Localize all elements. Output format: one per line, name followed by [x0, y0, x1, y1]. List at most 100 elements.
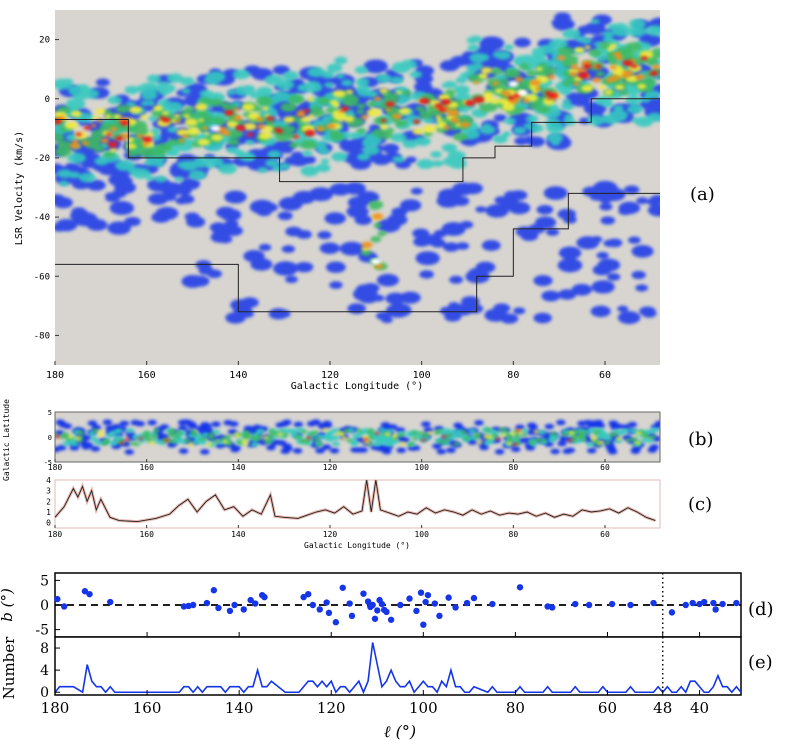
scatter-point — [316, 606, 323, 613]
heatmap-blob — [206, 71, 226, 83]
heatmap-blob — [469, 35, 482, 43]
heatmap-blob — [396, 99, 406, 105]
heatmap-blob — [343, 94, 360, 104]
heatmap-blob — [385, 303, 411, 318]
heatmap-blob — [135, 421, 145, 427]
heatmap-blob — [628, 18, 647, 29]
heatmap-blob — [265, 159, 279, 168]
heatmap-blob — [501, 427, 509, 432]
heatmap-blob — [55, 419, 66, 425]
scatter-point — [387, 616, 395, 623]
heatmap-blob — [507, 95, 515, 101]
x-tick-label: 80 — [506, 699, 525, 717]
panel-b-frame — [54, 411, 661, 463]
heatmap-blob — [266, 116, 274, 121]
scatter-point — [585, 601, 593, 609]
heatmap-blob — [282, 71, 299, 81]
heatmap-layer — [57, 52, 660, 269]
heatmap-core — [508, 80, 519, 87]
heatmap-blob — [262, 436, 269, 440]
y-tick-label: 0 — [46, 519, 51, 528]
heatmap-blob — [143, 430, 151, 435]
heatmap-blob — [124, 449, 135, 455]
scatter-point — [231, 601, 238, 609]
heatmap-blob — [637, 83, 647, 90]
heatmap-core — [210, 125, 221, 132]
heatmap-blob — [413, 119, 421, 124]
heatmap-blob — [627, 421, 638, 428]
heatmap-blob — [600, 216, 616, 225]
heatmap-blob — [576, 36, 588, 43]
heatmap-blob — [416, 431, 424, 435]
heatmap-blob — [464, 100, 476, 107]
heatmap-blob — [197, 138, 211, 146]
heatmap-blob — [200, 422, 211, 428]
heatmap-blob — [544, 423, 555, 430]
heatmap-blob — [227, 429, 238, 435]
heatmap-blob — [107, 95, 122, 105]
heatmap-blob — [166, 73, 184, 83]
heatmap-blob — [649, 435, 656, 439]
heatmap-blob — [494, 449, 505, 455]
heatmap-blob — [83, 442, 94, 448]
scatter-point — [371, 615, 379, 622]
heatmap-blob — [382, 441, 391, 446]
heatmap-blob — [636, 432, 642, 436]
heatmap-blob — [188, 442, 194, 447]
heatmap-blob — [372, 213, 384, 220]
heatmap-blob — [200, 428, 211, 435]
heatmap-blob — [627, 26, 647, 37]
x-tick-label: 140 — [231, 530, 246, 539]
heatmap-blob — [568, 439, 573, 442]
heatmap-blob — [520, 428, 529, 434]
scatter-point — [436, 612, 443, 620]
heatmap-blob — [193, 156, 210, 166]
heatmap-blob — [57, 140, 73, 150]
heatmap-blob — [590, 305, 611, 318]
heatmap-blob — [94, 157, 109, 166]
heatmap-blob — [142, 136, 153, 143]
scatter-point — [445, 594, 452, 601]
heatmap-blob — [434, 103, 443, 108]
heatmap-blob — [109, 126, 118, 132]
scatter-point — [54, 595, 61, 603]
heatmap-blob — [485, 427, 492, 432]
heatmap-blob — [618, 201, 641, 215]
heatmap-blob — [631, 270, 646, 280]
heatmap-blob — [510, 431, 516, 435]
heatmap-blob — [500, 433, 507, 437]
panel-c: 180 160 140 120 100 80 60 4 32 1 0 Galactic Longit… — [46, 476, 712, 550]
heatmap-blob — [562, 118, 576, 126]
heatmap-blob — [607, 47, 613, 52]
panel-c-frame — [54, 479, 661, 529]
heatmap-blob — [283, 116, 295, 123]
heatmap-blob — [250, 442, 259, 447]
heatmap-blob — [422, 125, 436, 133]
scatter-point — [378, 600, 386, 608]
heatmap-blob — [616, 430, 625, 436]
heatmap-blob — [573, 430, 580, 434]
heatmap-blob — [243, 122, 257, 131]
panel-b-label: (b) — [688, 429, 714, 450]
heatmap-blob — [374, 263, 384, 269]
y-tick-label: 3 — [46, 487, 51, 496]
heatmap-blob — [363, 440, 370, 444]
heatmap-blob — [75, 132, 82, 137]
heatmap-blob — [346, 438, 353, 443]
heatmap-blob — [120, 133, 130, 139]
x-tick-label: 80 — [509, 463, 519, 472]
heatmap-blob — [315, 163, 331, 173]
heatmap-blob — [146, 74, 162, 83]
heatmap-blob — [597, 440, 604, 445]
panel-b-heatmap — [55, 419, 660, 455]
heatmap-blob — [446, 433, 453, 438]
heatmap-blob — [438, 107, 447, 112]
heatmap-blob — [109, 147, 117, 153]
x-tick-label: 60 — [600, 530, 610, 539]
heatmap-blob — [526, 69, 538, 77]
heatmap-blob — [363, 438, 369, 441]
heatmap-blob — [273, 261, 299, 276]
heatmap-blob — [535, 87, 542, 91]
heatmap-blob — [550, 432, 557, 436]
